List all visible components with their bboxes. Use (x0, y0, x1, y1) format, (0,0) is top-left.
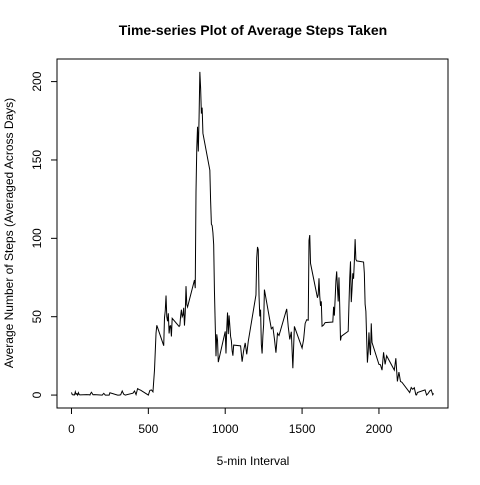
x-tick-label: 1500 (289, 422, 316, 436)
y-tick-label: 100 (30, 228, 44, 248)
x-tick-label: 1000 (212, 422, 239, 436)
chart-title: Time-series Plot of Average Steps Taken (119, 22, 387, 38)
y-tick-label: 50 (30, 310, 44, 324)
x-axis-label: 5-min Interval (217, 454, 290, 468)
line-series (71, 71, 434, 397)
x-tick-label: 0 (68, 422, 75, 436)
y-tick-label: 0 (30, 391, 44, 398)
x-tick-label: 500 (138, 422, 158, 436)
y-tick-label: 150 (30, 150, 44, 170)
y-tick-label: 200 (30, 71, 44, 91)
x-tick-label: 2000 (366, 422, 393, 436)
y-axis-label: Average Number of Steps (Averaged Across… (2, 98, 16, 368)
